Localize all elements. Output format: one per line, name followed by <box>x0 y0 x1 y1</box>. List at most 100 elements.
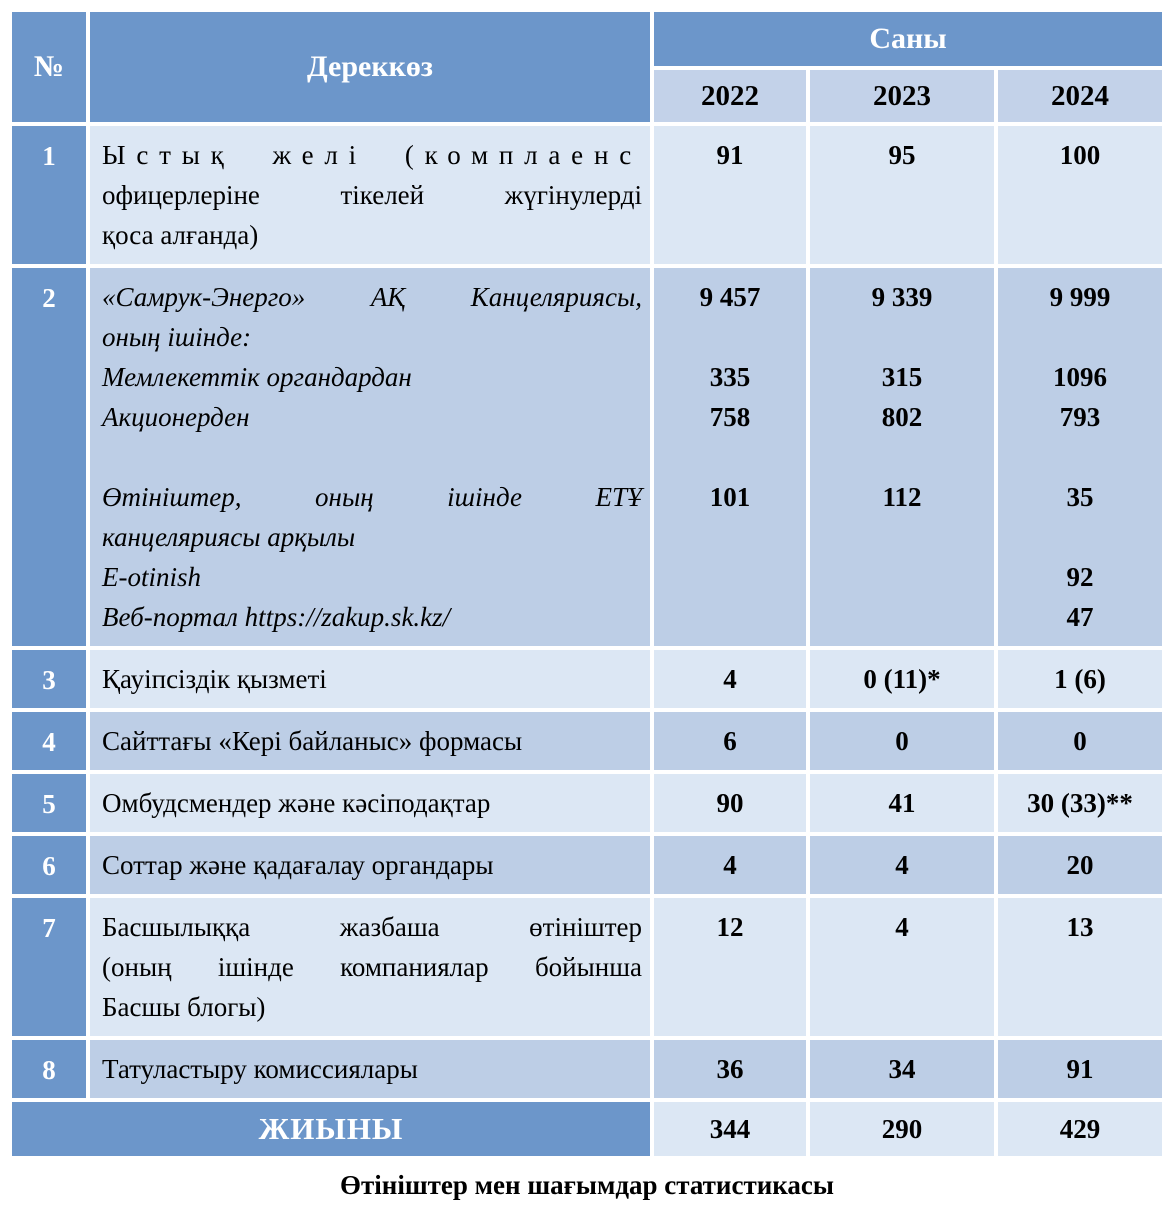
value-line: 0 <box>895 726 909 756</box>
total-value-2024: 429 <box>998 1102 1162 1156</box>
row-description: Татуластыру комиссиялары <box>90 1040 650 1098</box>
value-line <box>658 517 802 557</box>
row-value-2022: 91 <box>654 126 806 264</box>
row-value-2023: 95 <box>810 126 994 264</box>
value-line: 112 <box>882 482 922 512</box>
row-value-2024: 0 <box>998 712 1162 770</box>
col-header-2023: 2023 <box>810 70 994 122</box>
total-value-2023: 290 <box>810 1102 994 1156</box>
value-line: 100 <box>1059 140 1101 170</box>
description-line: канцеляриясы арқылы <box>102 522 356 552</box>
row-number: 5 <box>12 774 86 832</box>
value-line: 9 457 <box>699 282 761 312</box>
row-value-2022: 12 <box>654 898 806 1036</box>
value-line: 36 <box>716 1054 744 1084</box>
value-line <box>814 557 990 597</box>
year-header-row: 2022 2023 2024 <box>12 70 1162 122</box>
row-value-2023: 41 <box>810 774 994 832</box>
value-line: 4 <box>895 850 909 880</box>
description-line: Веб-портал https://zakup.sk.kz/ <box>102 602 451 632</box>
value-line: 34 <box>888 1054 916 1084</box>
row-number: 3 <box>12 650 86 708</box>
row-number: 7 <box>12 898 86 1036</box>
row-description: «Самрук-Энерго» АҚ Канцеляриясы, оның іші… <box>90 268 650 646</box>
value-line <box>1002 517 1158 557</box>
row-value-2023: 34 <box>810 1040 994 1098</box>
description-line: (оның ішінде компаниялар бойынша <box>102 952 642 982</box>
row-value-2024: 1 (6) <box>998 650 1162 708</box>
description-line: Басшылыққа жазбаша өтініштер <box>102 912 642 942</box>
description-line: «Самрук-Энерго» АҚ Канцеляриясы, <box>102 282 642 312</box>
row-number: 6 <box>12 836 86 894</box>
value-line <box>658 317 802 357</box>
row-number: 4 <box>12 712 86 770</box>
table-row: 2 «Самрук-Энерго» АҚ Канцеляриясы, оның іш… <box>12 268 1162 646</box>
statistics-table: № Дереккөз Саны 2022 2023 2024 1 Ыстық же… <box>8 8 1166 1160</box>
value-line: 335 <box>709 362 751 392</box>
col-header-count: Саны <box>654 12 1162 66</box>
row-value-2023: 4 <box>810 836 994 894</box>
row-description: Омбудсмендер және кәсіподақтар <box>90 774 650 832</box>
header-row: № Дереккөз Саны <box>12 12 1162 122</box>
row-value-2024: 13 <box>998 898 1162 1036</box>
table-row: 8 Татуластыру комиссиялары 36 34 91 <box>12 1040 1162 1098</box>
value-line <box>658 437 802 477</box>
table-row: 7 Басшылыққа жазбаша өтініштер (оның ішінд… <box>12 898 1162 1036</box>
value-line <box>814 317 990 357</box>
row-value-2022: 4 <box>654 836 806 894</box>
row-value-2022: 4 <box>654 650 806 708</box>
value-line: 758 <box>709 402 751 432</box>
value-line: 802 <box>881 402 923 432</box>
value-line: 92 <box>1066 562 1094 592</box>
value-line: 9 999 <box>1049 282 1111 312</box>
value-line: 793 <box>1059 402 1101 432</box>
row-number: 8 <box>12 1040 86 1098</box>
row-value-2023: 0 (11)* <box>810 650 994 708</box>
table-row: 1 Ыстық желі (комплаенс офицерлеріне тікел… <box>12 126 1162 264</box>
row-number: 1 <box>12 126 86 264</box>
table-row: 3 Қауіпсіздік қызметі 4 0 (11)* 1 (6) <box>12 650 1162 708</box>
col-header-source: Дереккөз <box>90 12 650 122</box>
row-value-2023: 4 <box>810 898 994 1036</box>
description-line: қоса алғанда) <box>102 220 259 250</box>
row-value-2022: 36 <box>654 1040 806 1098</box>
value-line: 4 <box>723 850 737 880</box>
description-line: Сайттағы «Кері байланыс» формасы <box>102 726 523 756</box>
row-description: Соттар және қадағалау органдары <box>90 836 650 894</box>
value-line: 4 <box>723 664 737 694</box>
value-line: 9 339 <box>871 282 933 312</box>
table-row: 5 Омбудсмендер және кәсіподақтар 90 41 30 (3… <box>12 774 1162 832</box>
value-line: 95 <box>888 140 916 170</box>
description-line: Қауіпсіздік қызметі <box>102 664 327 694</box>
value-line: 101 <box>709 482 751 512</box>
col-header-2022: 2022 <box>654 70 806 122</box>
value-line <box>658 597 802 637</box>
description-line <box>102 437 642 477</box>
value-line: 13 <box>1066 912 1094 942</box>
value-line <box>814 437 990 477</box>
row-description: Ыстық желі (комплаенс офицерлеріне тікеле… <box>90 126 650 264</box>
description-line: Мемлекеттік органдардан <box>102 362 412 392</box>
value-line: 20 <box>1066 850 1094 880</box>
description-line: Ыстық желі (комплаенс <box>102 140 642 170</box>
col-header-2024: 2024 <box>998 70 1162 122</box>
description-line: Омбудсмендер және кәсіподақтар <box>102 788 491 818</box>
table-row: 6 Соттар және қадағалау органдары 4 4 20 <box>12 836 1162 894</box>
total-row: ЖИЫНЫ 344 290 429 <box>12 1102 1162 1156</box>
row-value-2024: 91 <box>998 1040 1162 1098</box>
value-line: 41 <box>888 788 916 818</box>
value-line <box>1002 317 1158 357</box>
row-value-2022: 9 457 335 758 101 <box>654 268 806 646</box>
value-line: 1 (6) <box>1054 664 1106 694</box>
row-description: Сайттағы «Кері байланыс» формасы <box>90 712 650 770</box>
description-line: Татуластыру комиссиялары <box>102 1054 418 1084</box>
value-line <box>1002 437 1158 477</box>
row-value-2023: 9 339 315 802 112 <box>810 268 994 646</box>
value-line: 35 <box>1066 482 1094 512</box>
description-line: Акционерден <box>102 402 250 432</box>
value-line: 12 <box>716 912 744 942</box>
description-line: E-otinish <box>102 562 201 592</box>
table-caption: Өтініштер мен шағымдар статистикасы <box>340 1170 834 1200</box>
value-line: 0 (11)* <box>863 664 941 694</box>
